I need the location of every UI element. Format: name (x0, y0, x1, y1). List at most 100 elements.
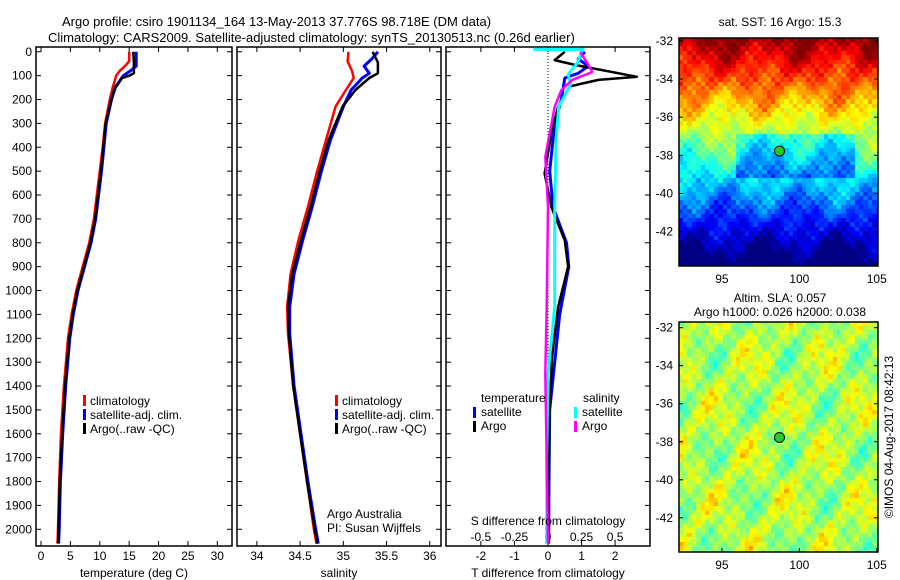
s-tick-label: 0.25 (570, 530, 594, 544)
legend-title-salinity: salinity (583, 391, 620, 405)
series-t-argo (543, 50, 639, 544)
legend-label: Argo (582, 419, 608, 433)
argo-position-marker (773, 431, 785, 443)
y-tick-label: 1300 (5, 355, 32, 369)
legend-label: Argo(..raw -QC) (342, 422, 427, 436)
title-line-2: Climatology: CARS2009. Satellite-adjuste… (48, 30, 575, 45)
sla-map-axes: 95 100 105 -32 -34 -36 -38 -40 -42 (656, 321, 887, 572)
sla-map-subtitle: Argo h1000: 0.026 h2000: 0.038 (694, 305, 866, 319)
y-tick-label: 0 (25, 45, 32, 59)
difference-panel: -2-1012-0.5-0.2500.250.5temperaturesalin… (445, 46, 651, 563)
lat-tick-label: -38 (656, 435, 674, 449)
y-tick-label: 200 (12, 93, 32, 107)
x-tick-label: 2 (612, 549, 619, 563)
title-line-1: Argo profile: csiro 1901134_164 13-May-2… (62, 14, 491, 29)
legend-label: Argo(..raw -QC) (90, 422, 175, 436)
y-tick-label: 600 (12, 188, 32, 202)
legend-swatch (473, 421, 476, 432)
lon-tick-label: 95 (715, 272, 729, 286)
y-tick-label: 500 (12, 164, 32, 178)
credit-org: Argo Australia (327, 507, 402, 521)
x-tick-label: 0 (38, 549, 45, 563)
t-difference-xlabel: T difference from climatology (471, 566, 625, 580)
y-tick-label: 1000 (5, 284, 32, 298)
series-argo-raw-qc- (56, 51, 136, 544)
lat-tick-label: -32 (656, 321, 674, 335)
legend-swatch (83, 423, 86, 434)
y-tick-label: 800 (12, 236, 32, 250)
s-difference-xlabel: S difference from climatology (471, 514, 626, 528)
y-tick-label: 1200 (5, 331, 32, 345)
series-argo-raw-qc- (286, 51, 380, 544)
s-tick-label: -0.5 (471, 530, 492, 544)
x-tick-label: 35 (337, 549, 351, 563)
y-tick-label: 1400 (5, 379, 32, 393)
salinity-xlabel: salinity (321, 566, 358, 580)
lon-tick-label: 100 (789, 558, 809, 572)
lat-tick-label: -36 (656, 110, 674, 124)
legend-swatch (83, 395, 86, 406)
sla-map-frame (678, 321, 879, 553)
x-tick-label: 15 (122, 549, 136, 563)
x-tick-label: 34 (250, 549, 264, 563)
lat-tick-label: -38 (656, 148, 674, 162)
series-t-satellite (547, 50, 590, 544)
salinity-panel: 34 34.5 35 35.5 36 climatologysatellite-adj. … (236, 46, 442, 563)
x-tick-label: 10 (93, 549, 107, 563)
y-tick-label: 900 (12, 260, 32, 274)
legend-swatch (83, 409, 86, 420)
temperature-axes-box (35, 46, 233, 547)
legend-swatch (335, 423, 338, 434)
y-tick-label: 1500 (5, 403, 32, 417)
argo-position-marker (773, 145, 785, 157)
lon-tick-label: 95 (715, 558, 729, 572)
x-tick-label: 5 (67, 549, 74, 563)
sla-map-title: Altim. SLA: 0.057 (734, 291, 827, 305)
x-tick-label: 36 (423, 549, 437, 563)
x-tick-label: 1 (578, 549, 585, 563)
lat-tick-label: -40 (656, 186, 674, 200)
lat-tick-label: -34 (656, 359, 674, 373)
x-tick-label: 20 (152, 549, 166, 563)
x-tick-label: -1 (509, 549, 520, 563)
lat-tick-label: -36 (656, 397, 674, 411)
legend-label: Argo (481, 419, 507, 433)
sst-map-frame (678, 37, 879, 267)
legend-label: climatology (342, 394, 402, 408)
series-s-argo (544, 51, 594, 544)
legend-title-temperature: temperature (481, 391, 546, 405)
s-tick-label: 0.5 (607, 530, 624, 544)
x-tick-label: -2 (476, 549, 487, 563)
y-tick-label: 1100 (6, 307, 32, 321)
y-tick-label: 1700 (5, 451, 32, 465)
lat-tick-label: -42 (656, 225, 674, 239)
y-tick-label: 1600 (5, 427, 32, 441)
legend-label: satellite-adj. clim. (90, 408, 182, 422)
copyright-stamp: ©IMOS 04-Aug-2017 08:42:13 (882, 356, 896, 519)
lon-tick-label: 105 (867, 558, 887, 572)
lat-tick-label: -40 (656, 473, 674, 487)
series-s-satellite (533, 47, 585, 544)
y-tick-label: 1900 (5, 498, 32, 512)
legend-label: satellite (481, 405, 522, 419)
y-tick-label: 1800 (5, 475, 32, 489)
x-tick-label: 34.5 (288, 549, 312, 563)
salinity-axes-box (236, 46, 442, 547)
legend-swatch (473, 407, 476, 418)
legend-swatch (335, 395, 338, 406)
temperature-xlabel: temperature (deg C) (80, 566, 188, 580)
s-tick-label: -0.25 (501, 530, 529, 544)
lat-tick-label: -42 (656, 511, 674, 525)
x-tick-label: 30 (211, 549, 225, 563)
x-tick-label: 35.5 (375, 549, 399, 563)
y-tick-label: 300 (12, 116, 32, 130)
temperature-panel: 0100200300400500600700800900100011001200… (5, 45, 233, 563)
x-tick-label: 0 (545, 549, 552, 563)
y-tick-label: 700 (12, 212, 32, 226)
y-tick-label: 100 (12, 69, 32, 83)
credit-pi: PI: Susan Wijffels (327, 521, 421, 535)
y-tick-label: 400 (12, 140, 32, 154)
sst-map-axes: 95 100 105 -32 -34 -36 -38 -40 -42 (656, 34, 887, 286)
